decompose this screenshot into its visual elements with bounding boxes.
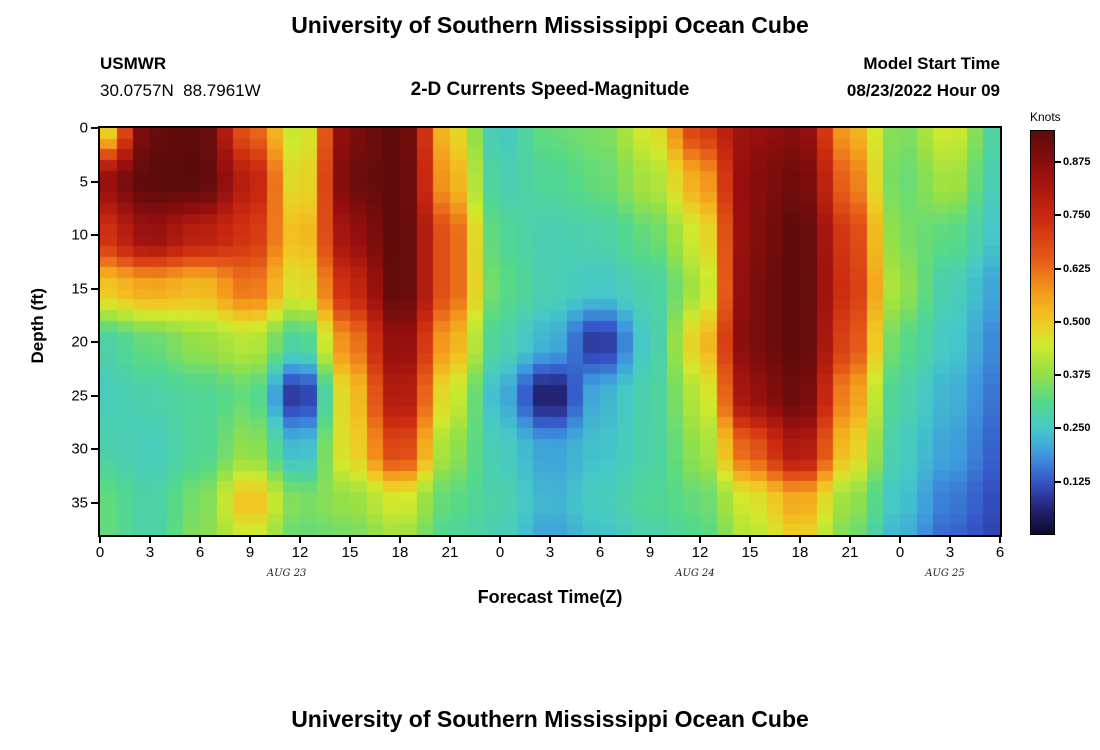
x-tick-label: 12: [291, 544, 309, 561]
colorbar-tick-mark: [1055, 267, 1061, 270]
x-tick-mark: [399, 537, 401, 543]
x-tick-mark: [749, 537, 751, 543]
station-id: USMWR: [100, 54, 167, 73]
colorbar-tick-label: 0.375: [1063, 369, 1091, 382]
y-tick-mark: [91, 180, 98, 183]
x-tick-mark: [599, 537, 601, 543]
x-tick-label: 3: [945, 544, 955, 561]
x-tick-label: 9: [645, 544, 655, 561]
x-tick-label: 0: [895, 544, 905, 561]
y-tick-label: 20: [71, 333, 88, 351]
x-tick-label: 18: [391, 544, 409, 561]
x-tick-mark: [849, 537, 851, 543]
y-tick-mark: [91, 127, 98, 129]
x-axis-date-label: AUG 23: [266, 568, 307, 579]
page-title: University of Southern Mississippi Ocean…: [291, 12, 809, 38]
y-tick-mark: [91, 448, 98, 451]
colorbar-tick-label: 0.500: [1063, 315, 1091, 328]
colorbar-tick-label: 0.625: [1063, 262, 1091, 275]
x-tick-label: 21: [841, 544, 859, 561]
x-tick-label: 18: [791, 544, 809, 561]
x-tick-mark: [499, 537, 501, 543]
x-tick-label: 3: [545, 544, 555, 561]
x-tick-label: 6: [595, 544, 605, 561]
colorbar-tick-mark: [1055, 320, 1061, 323]
colorbar-units-label: Knots: [1030, 110, 1061, 124]
x-tick-label: 15: [741, 544, 759, 561]
y-tick-label: 15: [71, 280, 88, 298]
colorbar-tick-mark: [1055, 427, 1061, 430]
x-tick-label: 0: [495, 544, 505, 561]
chart-subtitle: 2-D Currents Speed-Magnitude: [410, 79, 690, 100]
y-tick-mark: [91, 287, 98, 290]
x-tick-mark: [99, 537, 101, 543]
x-tick-label: 0: [95, 544, 105, 561]
y-tick-mark: [91, 341, 98, 344]
y-tick-label: 10: [71, 226, 88, 244]
y-tick-label: 0: [79, 119, 88, 137]
x-tick-mark: [999, 537, 1001, 543]
x-tick-mark: [449, 537, 451, 543]
colorbar: [1030, 130, 1055, 535]
x-tick-label: 6: [195, 544, 205, 561]
station-coordinates: 30.0757N 88.7961W: [100, 81, 261, 100]
model-start-time-label: Model Start Time: [863, 54, 1000, 73]
x-tick-label: 6: [995, 544, 1005, 561]
x-tick-mark: [199, 537, 201, 543]
x-tick-mark: [799, 537, 801, 543]
heatmap-canvas: [100, 128, 1000, 535]
model-start-time-value: 08/23/2022 Hour 09: [846, 81, 1000, 100]
x-axis-label: Forecast Time(Z): [477, 587, 623, 607]
second-panel-title: University of Southern Mississippi Ocean…: [291, 706, 809, 732]
y-tick-label: 25: [71, 387, 88, 405]
y-tick-mark: [91, 234, 98, 237]
x-tick-mark: [299, 537, 301, 543]
x-tick-mark: [349, 537, 351, 543]
x-tick-mark: [249, 537, 251, 543]
colorbar-tick-label: 0.250: [1063, 422, 1091, 435]
colorbar-tick-mark: [1055, 160, 1061, 163]
x-axis-date-label: AUG 24: [675, 568, 715, 579]
y-tick-label: 35: [71, 494, 88, 512]
colorbar-tick-label: 0.875: [1063, 155, 1091, 168]
x-tick-label: 21: [441, 544, 459, 561]
colorbar-tick-mark: [1055, 214, 1061, 217]
x-tick-label: 15: [341, 544, 359, 561]
x-tick-mark: [649, 537, 651, 543]
x-tick-mark: [899, 537, 901, 543]
x-tick-label: 3: [145, 544, 155, 561]
x-tick-mark: [549, 537, 551, 543]
colorbar-tick-label: 0.125: [1063, 475, 1091, 488]
x-tick-mark: [149, 537, 151, 543]
x-tick-mark: [949, 537, 951, 543]
x-tick-label: 9: [245, 544, 255, 561]
colorbar-tick-mark: [1055, 374, 1061, 377]
y-tick-mark: [91, 394, 98, 397]
x-tick-label: 12: [691, 544, 709, 561]
colorbar-tick-label: 0.750: [1063, 209, 1091, 222]
y-tick-label: 5: [79, 173, 88, 191]
y-tick-mark: [91, 501, 98, 504]
x-tick-mark: [699, 537, 701, 543]
x-axis-date-label: AUG 25: [925, 568, 965, 579]
colorbar-tick-mark: [1055, 480, 1061, 483]
y-axis-label: Depth (ft): [28, 288, 47, 364]
y-tick-label: 30: [71, 440, 88, 458]
